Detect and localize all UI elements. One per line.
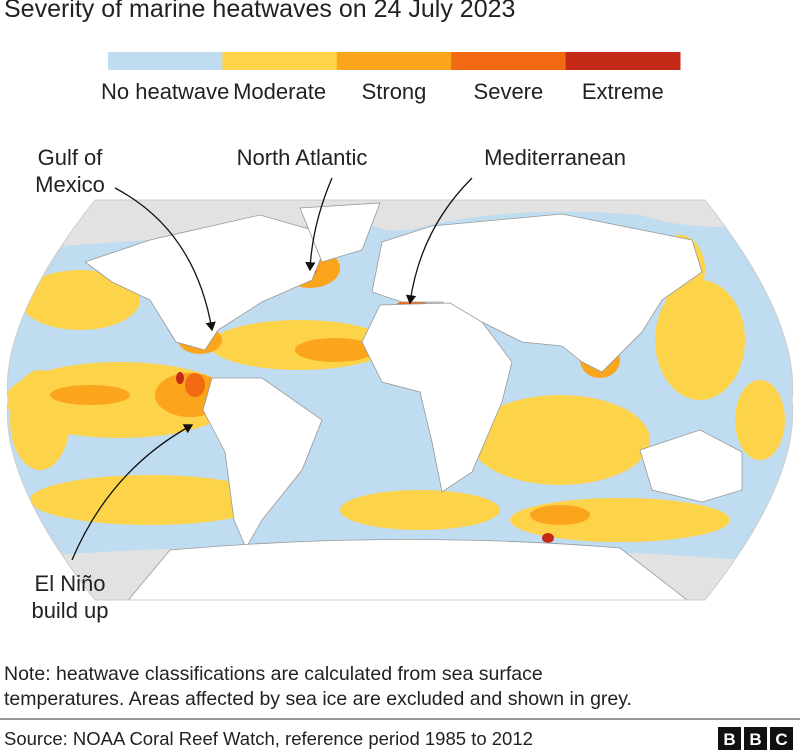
title: Severity of marine heatwaves on 24 July … (4, 0, 515, 23)
heatwave-area (30, 475, 270, 525)
land (84, 202, 743, 600)
heatwave-area (176, 372, 184, 384)
legend-label: No heatwave (101, 79, 229, 104)
heatwave-area (10, 370, 70, 470)
annotation-label: El Niño (35, 571, 106, 596)
source: Source: NOAA Coral Reef Watch, reference… (4, 728, 533, 749)
legend-swatch (451, 52, 567, 70)
logo-letter: C (775, 730, 787, 749)
annotation-label: North Atlantic (237, 145, 368, 170)
heatwave-areas (7, 235, 785, 543)
legend-label: Severe (474, 79, 544, 104)
heatwave-area (530, 505, 590, 525)
annotation-label: build up (31, 598, 108, 623)
logo-block (718, 727, 741, 750)
logo-block (770, 727, 793, 750)
heatwave-area (542, 533, 554, 543)
logo-letter: B (723, 730, 735, 749)
note-line: temperatures. Areas affected by sea ice … (4, 688, 632, 710)
heatwave-area (735, 380, 785, 460)
map-outline (6, 199, 794, 601)
annotation-label: Gulf of (38, 145, 104, 170)
logo-letter: B (749, 730, 761, 749)
heatwave-area (295, 338, 375, 362)
heatwave-area (470, 395, 650, 485)
note-line: Note: heatwave classifications are calcu… (4, 663, 543, 685)
logo-block (744, 727, 767, 750)
heatwave-area (20, 270, 140, 330)
legend-swatch (565, 52, 681, 70)
legend-swatch (108, 52, 223, 70)
legend-label: Extreme (582, 79, 664, 104)
annotation-label: Mediterranean (484, 145, 626, 170)
arrows (71, 177, 473, 561)
heatwave-area (340, 490, 500, 530)
legend-label: Moderate (233, 79, 326, 104)
legend-label: Strong (362, 79, 427, 104)
heatwave-area (655, 280, 745, 400)
heatwave-area (185, 373, 205, 397)
legend: No heatwave Moderate Strong Severe Extreme (101, 52, 681, 104)
legend-swatch (336, 52, 452, 70)
heatwave-area (50, 385, 130, 405)
legend-swatch (222, 52, 338, 70)
annotation-label: Mexico (35, 172, 105, 197)
map (7, 200, 793, 600)
